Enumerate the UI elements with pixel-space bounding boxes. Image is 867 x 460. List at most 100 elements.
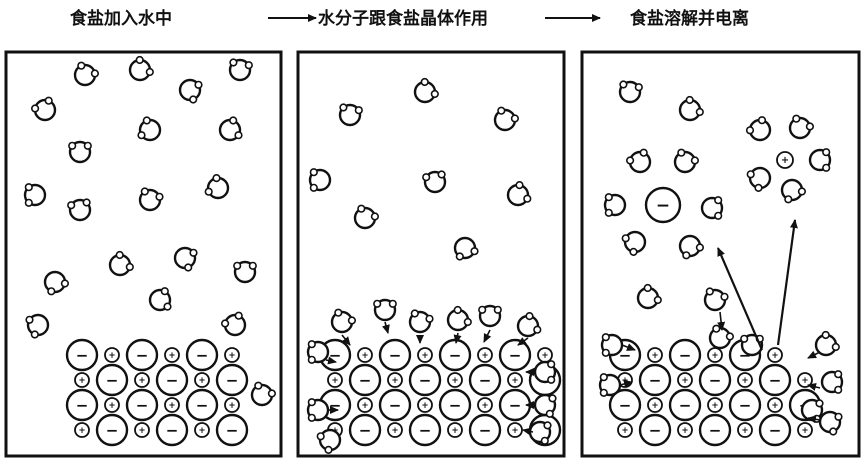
- sodium-ion-icon: +: [776, 151, 794, 169]
- chloride-ion-icon: −: [758, 413, 792, 447]
- chloride-ion-icon: −: [668, 338, 702, 372]
- water-molecule-icon: [808, 148, 832, 172]
- svg-text:+: +: [331, 375, 338, 385]
- chloride-ion-icon: −: [215, 413, 249, 447]
- sodium-ion-icon: +: [707, 347, 723, 363]
- svg-text:+: +: [421, 350, 428, 360]
- svg-text:−: −: [619, 396, 632, 414]
- chloride-ion-icon: −: [185, 338, 219, 372]
- svg-text:+: +: [741, 375, 748, 385]
- svg-text:−: −: [389, 396, 402, 414]
- water-molecule-icon: [600, 333, 624, 357]
- chloride-ion-icon: −: [758, 363, 792, 397]
- chloride-ion-icon: −: [498, 338, 532, 372]
- svg-text:−: −: [196, 396, 209, 414]
- water-molecule-icon: [221, 311, 247, 337]
- arrow-icon: [341, 334, 351, 346]
- arrow-icon: [382, 321, 390, 334]
- water-molecule-icon: [678, 95, 704, 122]
- water-molecule-icon: [68, 140, 92, 164]
- water-molecule-icon: [43, 270, 70, 296]
- water-molecule-icon: [137, 116, 162, 142]
- arrow-icon: [716, 247, 764, 351]
- chloride-ion-icon: −: [65, 338, 99, 372]
- svg-text:−: −: [679, 396, 692, 414]
- chloride-ion-icon: −: [668, 388, 702, 422]
- svg-text:−: −: [76, 346, 89, 364]
- sodium-ion-icon: +: [507, 422, 523, 438]
- svg-text:+: +: [511, 425, 518, 435]
- sodium-ion-icon: +: [164, 347, 180, 363]
- chloride-ion-icon: −: [408, 413, 442, 447]
- svg-text:−: −: [769, 421, 782, 439]
- svg-text:+: +: [651, 350, 658, 360]
- chloride-ion-icon: −: [498, 388, 532, 422]
- water-molecule-icon: [478, 304, 502, 328]
- svg-text:+: +: [138, 425, 145, 435]
- arrow-icon: [483, 329, 492, 343]
- caption-step-1: 食盐加入水中: [70, 8, 172, 29]
- svg-text:+: +: [741, 425, 748, 435]
- svg-text:+: +: [451, 425, 458, 435]
- water-molecule-icon: [598, 373, 622, 397]
- svg-text:−: −: [166, 421, 179, 439]
- chloride-ion-icon: −: [95, 413, 129, 447]
- svg-text:−: −: [649, 421, 662, 439]
- sodium-ion-icon: +: [447, 372, 463, 388]
- water-molecule-icon: [780, 178, 807, 204]
- svg-text:+: +: [198, 375, 205, 385]
- svg-text:+: +: [481, 350, 488, 360]
- panel-frame-1: [4, 50, 283, 458]
- svg-text:−: −: [419, 371, 432, 389]
- water-molecule-icon: [218, 116, 243, 142]
- water-molecule-icon: [493, 106, 520, 132]
- water-molecule-icon: [625, 148, 652, 174]
- svg-text:+: +: [621, 425, 628, 435]
- svg-text:−: −: [106, 421, 119, 439]
- arrow-icon: [807, 415, 821, 424]
- water-molecule-icon: [820, 370, 844, 394]
- water-molecule-icon: [353, 204, 380, 230]
- arrow-icon: [517, 337, 529, 346]
- sodium-ion-icon: +: [707, 397, 723, 413]
- water-molecule-icon: [453, 236, 479, 261]
- sodium-ion-icon: +: [74, 372, 90, 388]
- chloride-ion-icon: −: [125, 388, 159, 422]
- chloride-ion-icon: −: [378, 388, 412, 422]
- caption-step-3: 食盐溶解并电离: [630, 8, 749, 29]
- svg-text:+: +: [391, 425, 398, 435]
- svg-text:+: +: [511, 375, 518, 385]
- sodium-ion-icon: +: [477, 347, 493, 363]
- water-molecule-icon: [413, 77, 439, 104]
- sodium-ion-icon: +: [134, 422, 150, 438]
- svg-text:−: −: [656, 196, 670, 216]
- svg-text:+: +: [361, 400, 368, 410]
- water-molecule-icon: [700, 196, 724, 220]
- caption-step-2: 水分子跟食盐晶体作用: [318, 8, 488, 29]
- chloride-ion-icon: −: [638, 363, 672, 397]
- water-molecule-icon: [618, 80, 643, 104]
- sodium-ion-icon: +: [647, 397, 663, 413]
- sodium-ion-icon: +: [387, 422, 403, 438]
- svg-text:+: +: [621, 375, 628, 385]
- svg-text:−: −: [226, 421, 239, 439]
- water-molecule-icon: [621, 230, 647, 256]
- panel-frame-2: [296, 50, 566, 458]
- arrow-icon: [776, 219, 798, 346]
- svg-text:−: −: [679, 346, 692, 364]
- svg-text:−: −: [739, 396, 752, 414]
- sodium-ion-icon: +: [224, 397, 240, 413]
- water-molecule-icon: [814, 330, 840, 357]
- sodium-ion-icon: +: [797, 422, 813, 438]
- water-molecule-icon: [233, 260, 257, 284]
- svg-text:+: +: [228, 400, 235, 410]
- chloride-ion-icon: −: [468, 363, 502, 397]
- svg-text:−: −: [136, 396, 149, 414]
- chloride-ion-icon: −: [348, 363, 382, 397]
- arrow-icon: [619, 380, 633, 388]
- svg-text:+: +: [541, 350, 548, 360]
- svg-text:−: −: [449, 346, 462, 364]
- chloride-ion-icon: −: [608, 388, 642, 422]
- sodium-ion-icon: +: [767, 347, 783, 363]
- sodium-ion-icon: +: [647, 347, 663, 363]
